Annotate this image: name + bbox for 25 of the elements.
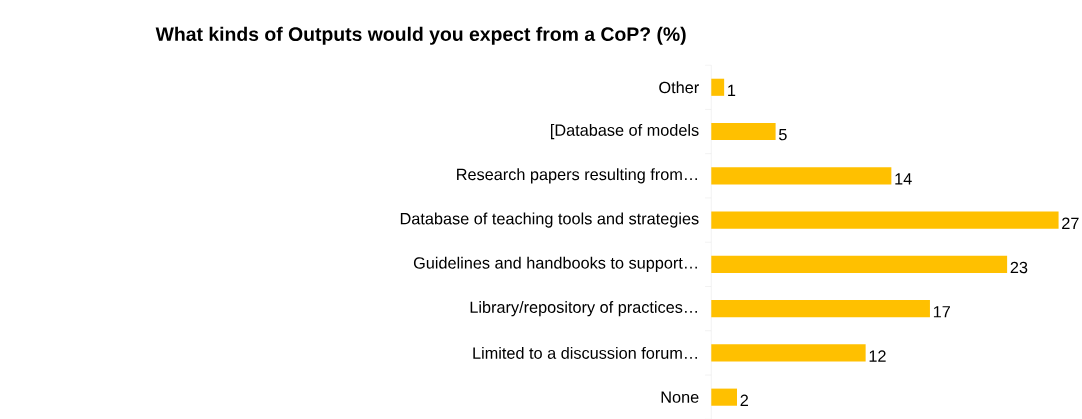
y-tick-label: Other: [659, 81, 699, 94]
data-label: 14: [895, 173, 912, 185]
bar: [711, 388, 738, 406]
data-label: 12: [869, 350, 886, 362]
y-tick-label: Database of teaching tools and strategies: [400, 212, 699, 228]
bar: [711, 122, 776, 140]
bar: [711, 211, 1059, 229]
data-label: 27: [1062, 217, 1079, 229]
data-label: 5: [779, 128, 787, 141]
y-tick-label: Library/repository of practices…: [470, 300, 697, 316]
text: What kinds of Outputs would you expect from a CoP? (%): [155, 26, 686, 45]
bar: [711, 344, 866, 362]
y-tick-label: Limited to a discussion forum…: [473, 346, 697, 359]
bar: [711, 78, 725, 96]
y-tick-label: None: [661, 391, 699, 403]
bar: [711, 299, 930, 317]
y-tick-label: [Database of models: [551, 123, 699, 139]
data-label: 23: [1010, 261, 1028, 274]
data-label: 2: [740, 394, 748, 406]
data-label: 17: [933, 305, 950, 318]
data-label: 1: [728, 84, 736, 96]
y-tick-label: Research papers resulting from…: [457, 168, 697, 184]
y-tick-label: Guidelines and handbooks to support…: [413, 256, 697, 272]
bar: [711, 255, 1008, 273]
bar: [711, 167, 892, 185]
